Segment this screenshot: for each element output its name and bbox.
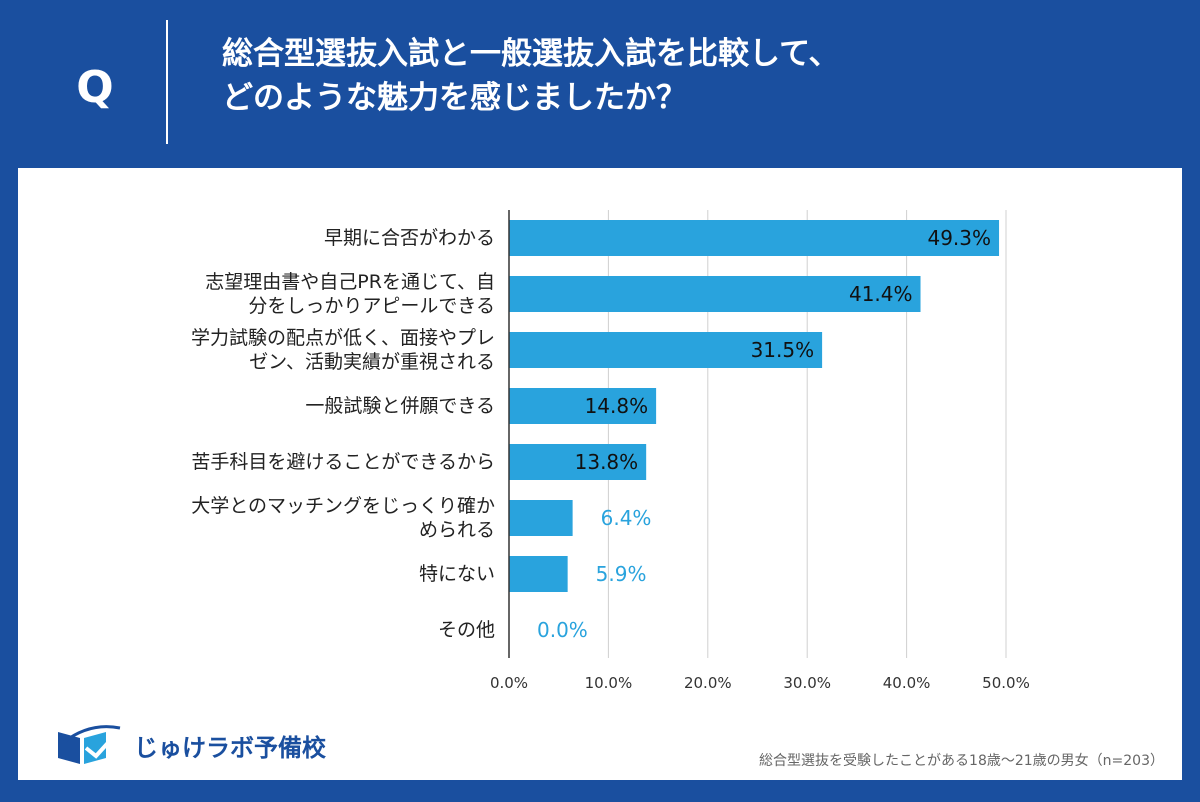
bar [509, 556, 568, 592]
bar [509, 220, 1000, 256]
brand-logo: じゅけラボ予備校 [50, 720, 370, 768]
question-line-1: 総合型選抜入試と一般選抜入試を比較して、 [222, 36, 840, 72]
logo-text: じゅけラボ予備校 [134, 734, 326, 762]
category-label: められる [419, 519, 495, 541]
q-mark: Q [76, 62, 114, 113]
x-tick-label: 0.0% [490, 674, 528, 692]
book-logo-icon [58, 725, 121, 764]
bar [509, 332, 823, 368]
x-tick-label: 30.0% [783, 674, 831, 692]
x-tick-label: 20.0% [684, 674, 732, 692]
category-label: ゼン、活動実績が重視される [249, 351, 495, 373]
question-line-2: どのような魅力を感じましたか？ [222, 80, 687, 116]
category-label: 学力試験の配点が低く、面接やプレ [191, 327, 495, 349]
bar-value-label: 6.4% [601, 506, 652, 530]
survey-note: 総合型選抜を受験したことがある18歳～21歳の男女（n=203） [759, 753, 1164, 769]
category-label: 一般試験と併願できる [305, 395, 495, 417]
bar [509, 444, 647, 480]
bar-value-label: 49.3% [927, 226, 991, 250]
category-label: その他 [438, 619, 495, 641]
bar-chart: 0.0% 10.0% 20.0% 30.0% 40.0% 50.0% 49.3% 早期に合否が… [191, 210, 1030, 692]
x-tick-label: 10.0% [585, 674, 633, 692]
category-label: 特にない [419, 563, 495, 585]
question-text: 総合型選抜入試と一般選抜入試を比較して、 どのような魅力を感じましたか？ [222, 32, 1162, 120]
bar-value-label: 31.5% [751, 338, 815, 362]
category-label: 早期に合否がわかる [324, 227, 495, 249]
bar-value-label: 14.8% [585, 394, 649, 418]
category-label: 大学とのマッチングをじっくり確か [191, 495, 495, 517]
chart-panel: 0.0% 10.0% 20.0% 30.0% 40.0% 50.0% 49.3% 早期に合否が… [18, 168, 1182, 780]
category-label: 志望理由書や自己PRを通じて、自 [205, 271, 495, 293]
category-label: 苦手科目を避けることができるから [191, 451, 495, 473]
bar [509, 500, 573, 536]
bar-value-label: 13.8% [575, 450, 639, 474]
question-header: Q 総合型選抜入試と一般選抜入試を比較して、 どのような魅力を感じましたか？ [0, 0, 1200, 168]
x-tick-label: 40.0% [883, 674, 931, 692]
bar [509, 388, 657, 424]
category-label: 分をしっかりアピールできる [248, 295, 495, 317]
bar-value-label: 5.9% [596, 562, 647, 586]
bar [509, 276, 921, 312]
bar-value-label: 41.4% [849, 282, 913, 306]
header-divider [166, 20, 168, 144]
bar-value-label: 0.0% [537, 618, 588, 642]
x-tick-label: 50.0% [982, 674, 1030, 692]
